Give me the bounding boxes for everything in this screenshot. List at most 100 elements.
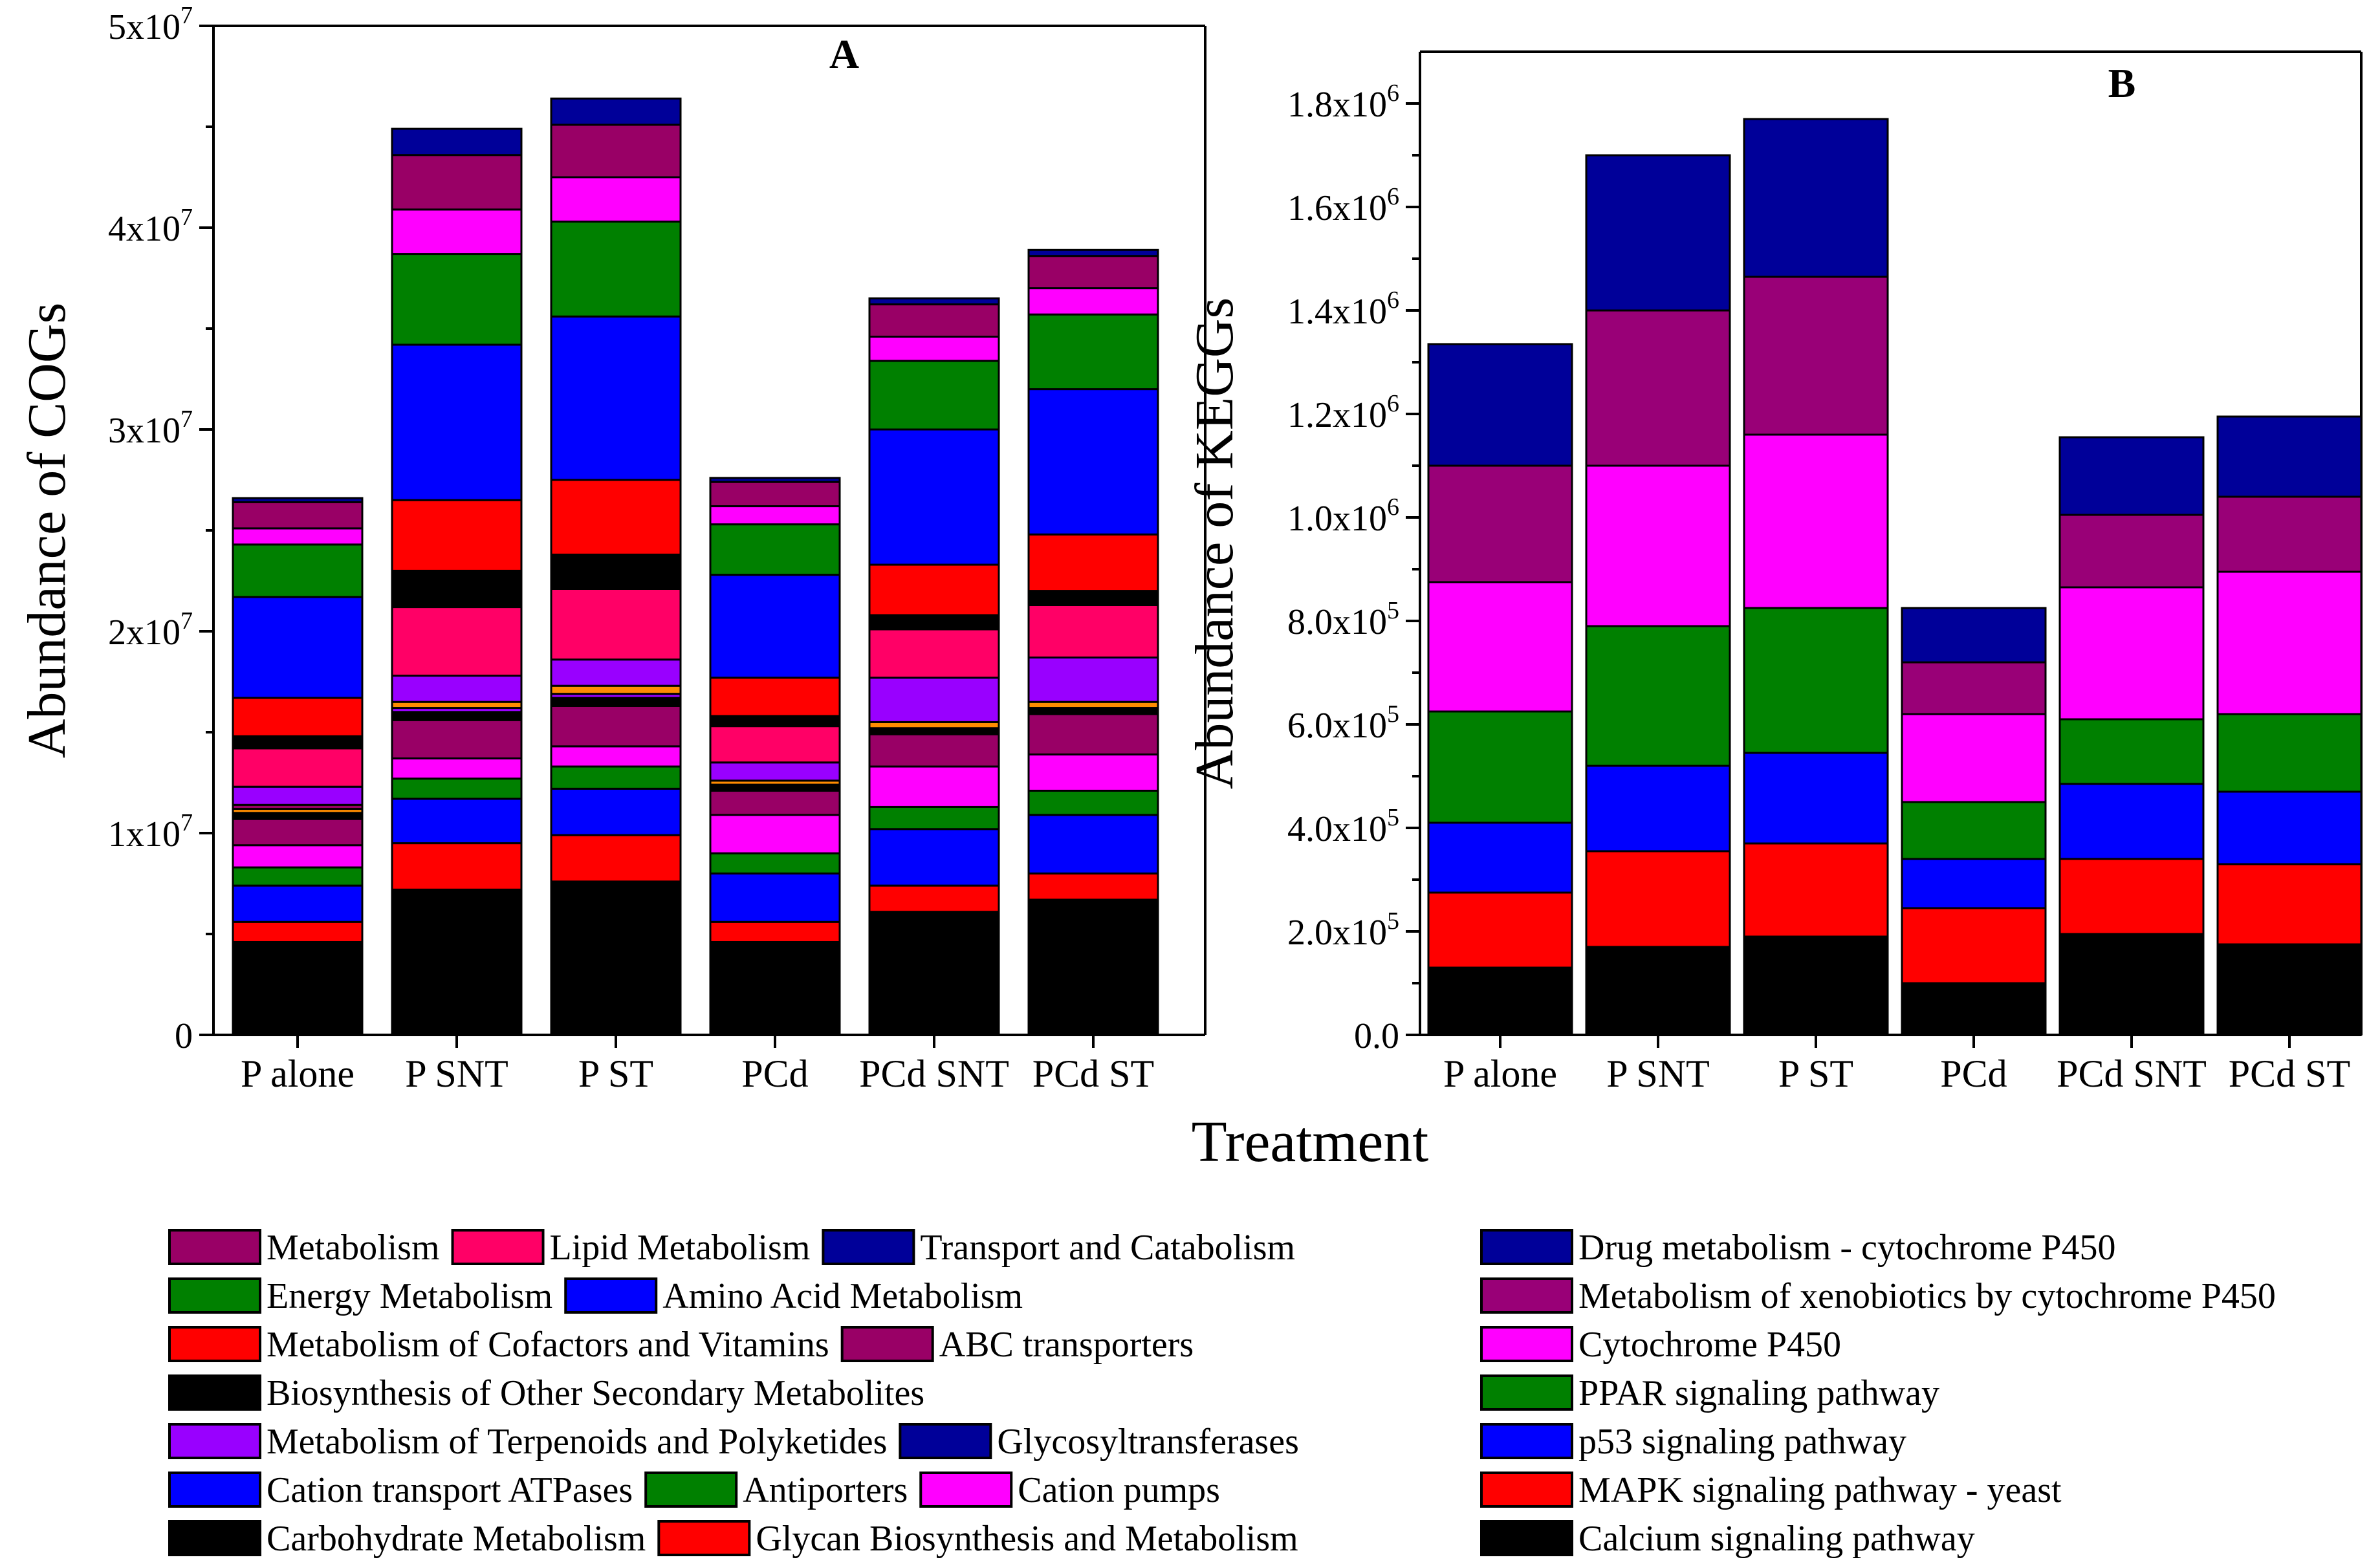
bar-segment <box>2058 858 2205 935</box>
bar-segment <box>1027 255 1159 290</box>
bar-segment <box>709 715 841 728</box>
bar-segment <box>550 787 682 836</box>
bar-segment <box>391 798 523 845</box>
bar-segment <box>550 124 682 179</box>
bar-segment <box>2216 713 2363 793</box>
bar-segment <box>868 677 1000 723</box>
bar-segment <box>1427 966 1573 1036</box>
bar-segment <box>232 785 364 806</box>
bar-segment <box>550 697 682 707</box>
bar-segment <box>550 176 682 223</box>
bar-segment <box>1585 625 1731 767</box>
bar-segment <box>1027 753 1159 792</box>
bar-segment <box>391 777 523 800</box>
x-axis-title: Treatment <box>1192 1110 1429 1174</box>
bar-segment <box>1743 276 1889 436</box>
bar-segment <box>1743 433 1889 609</box>
legend-swatch <box>168 1520 261 1556</box>
y-tick-label-exponent: 6 <box>1387 80 1399 107</box>
bar-segment <box>550 553 682 590</box>
bar-segment <box>232 527 364 546</box>
bar-segment <box>550 587 682 661</box>
y-tick-label-exponent: 7 <box>180 2 193 29</box>
bar-segment <box>1027 657 1159 703</box>
bar-segment <box>1901 858 2047 909</box>
legend-label: Metabolism of Terpenoids and Polyketides <box>267 1422 887 1462</box>
y-axis-title: Abundance of COGs <box>17 303 77 759</box>
legend-swatch <box>168 1326 261 1362</box>
bar-segment <box>1027 872 1159 901</box>
y-tick-label-base: 8.0x10 <box>1287 602 1387 642</box>
bar-segment <box>709 761 841 782</box>
bar-segment <box>868 765 1000 808</box>
bar-segment <box>1743 752 1889 845</box>
bar-segment <box>391 757 523 780</box>
legend-label: Metabolism of xenobiotics by cytochrome … <box>1578 1276 2276 1316</box>
bar-segment <box>1027 713 1159 755</box>
y-tick-label-base: 4x10 <box>108 209 180 249</box>
bar-segment <box>232 497 364 503</box>
bar-segment <box>232 747 364 788</box>
x-tick-label: PCd <box>741 1052 808 1095</box>
legend-label: Metabolism <box>267 1228 440 1268</box>
bar-segment <box>868 805 1000 831</box>
bar-segment <box>391 711 523 721</box>
y-tick-label: 1.6x106 <box>1287 183 1399 228</box>
bar-segment <box>550 880 682 1036</box>
legend-label: Energy Metabolism <box>267 1276 552 1316</box>
bar-segment <box>868 335 1000 362</box>
y-tick-label: 5x107 <box>108 2 193 47</box>
legend-swatch <box>644 1472 738 1508</box>
y-tick-label-exponent: 7 <box>180 204 193 231</box>
bar-segment <box>550 765 682 790</box>
y-tick-label-base: 2.0x10 <box>1287 913 1387 953</box>
bar-segment <box>391 499 523 572</box>
legend-label: Lipid Metabolism <box>550 1228 811 1268</box>
y-tick-label-exponent: 5 <box>1387 597 1399 624</box>
bar-segment <box>709 523 841 576</box>
bar-segment <box>2216 495 2363 573</box>
bar-segment <box>391 343 523 501</box>
bar-segment <box>2216 863 2363 946</box>
y-tick-label: 4.0x105 <box>1287 804 1399 849</box>
bar-segment <box>868 884 1000 913</box>
bar-segment <box>1585 309 1731 467</box>
y-tick-label: 8.0x105 <box>1287 597 1399 642</box>
y-tick-label: 0 <box>175 1016 193 1056</box>
bar-segment <box>391 842 523 891</box>
bar-segment <box>868 614 1000 631</box>
bar-segment <box>868 360 1000 431</box>
bar-segment <box>709 920 841 943</box>
legend-label: ABC transporters <box>939 1325 1194 1365</box>
y-tick-label-exponent: 5 <box>1387 907 1399 935</box>
legend-label: Glycan Biosynthesis and Metabolism <box>756 1519 1298 1559</box>
bar-segment <box>1585 946 1731 1036</box>
bar-segment <box>1585 154 1731 312</box>
bar-segment <box>709 852 841 874</box>
bar-segment <box>2216 790 2363 865</box>
x-tick-label: P SNT <box>405 1052 508 1095</box>
legend-swatch <box>919 1472 1013 1508</box>
bar-segment <box>1027 287 1159 316</box>
legend-swatch <box>899 1423 992 1459</box>
panel-label: A <box>829 31 859 77</box>
legend-label: Cytochrome P450 <box>1578 1325 1841 1365</box>
legend-swatch <box>451 1229 545 1265</box>
bar-segment <box>1027 898 1159 1036</box>
x-tick-label: PCd SNT <box>2057 1052 2207 1095</box>
bar-segment <box>550 97 682 126</box>
bar-segment <box>1743 118 1889 278</box>
legend-label: PPAR signaling pathway <box>1578 1373 1939 1413</box>
legend-swatch <box>822 1229 915 1265</box>
y-tick-label-exponent: 6 <box>1387 494 1399 521</box>
x-tick-label: PCd ST <box>2229 1052 2350 1095</box>
bar-segment <box>868 911 1000 1036</box>
y-tick-label: 1x107 <box>108 809 193 854</box>
bar-segment <box>1027 814 1159 874</box>
bar-segment <box>1901 801 2047 860</box>
legend-label: Carbohydrate Metabolism <box>267 1519 646 1559</box>
bar-segment <box>232 543 364 598</box>
y-axis-title: Abundance of KEGGs <box>1185 298 1245 789</box>
bar-segment <box>2058 514 2205 589</box>
